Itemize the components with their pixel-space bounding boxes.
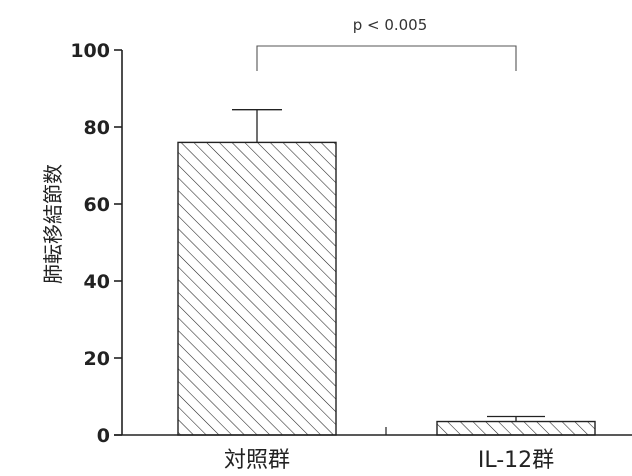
bar-1 xyxy=(177,141,337,436)
y-tick-label: 40 xyxy=(84,271,110,293)
significance-bracket xyxy=(256,45,517,71)
x-category-label: IL-12群 xyxy=(478,448,554,473)
bar-2 xyxy=(436,420,596,436)
x-category-label: 対照群 xyxy=(224,448,290,473)
significance-label: p < 0.005 xyxy=(353,16,428,34)
y-tick-label: 80 xyxy=(84,117,110,139)
y-axis-title: 肺転移結節数 xyxy=(41,164,65,284)
plot-area: 0 20 40 60 80 100 対照群 IL-12群 xyxy=(70,40,632,473)
y-tick-label: 60 xyxy=(84,194,110,216)
y-tick-label: 100 xyxy=(70,40,110,62)
y-tick-label: 0 xyxy=(97,425,110,447)
y-tick-label: 20 xyxy=(84,348,110,370)
